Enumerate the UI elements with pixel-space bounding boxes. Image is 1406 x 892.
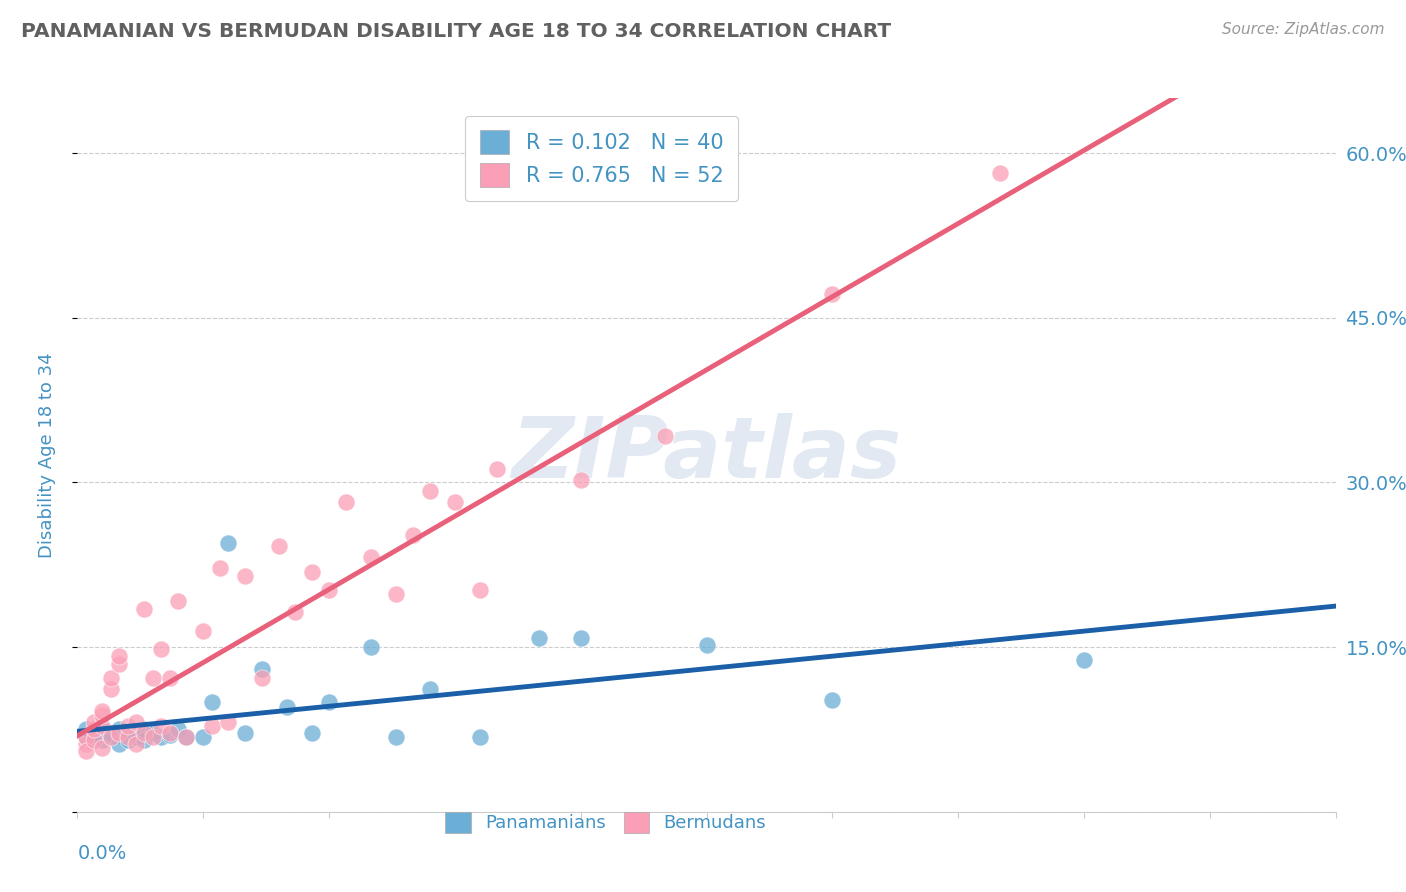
Point [91, 723, 114, 737]
Y-axis label: Disability Age 18 to 34: Disability Age 18 to 34 [38, 352, 56, 558]
Point [75, 730, 97, 744]
Point [75, 730, 97, 744]
Point [696, 638, 718, 652]
Point [208, 561, 231, 575]
Point [217, 714, 239, 729]
Point [125, 728, 148, 742]
Point [167, 594, 190, 608]
Point [444, 495, 467, 509]
Legend: Panamanians, Bermudans: Panamanians, Bermudans [436, 803, 775, 842]
Point [91, 728, 114, 742]
Point [150, 642, 173, 657]
Point [83, 725, 105, 739]
Text: 0.0%: 0.0% [77, 844, 127, 863]
Point [108, 648, 131, 663]
Point [654, 429, 676, 443]
Point [108, 737, 131, 751]
Point [108, 723, 131, 737]
Point [176, 730, 198, 744]
Point [191, 624, 215, 638]
Point [100, 725, 122, 739]
Point [159, 728, 181, 742]
Point [301, 725, 323, 739]
Point [91, 719, 114, 733]
Point [125, 714, 148, 729]
Point [134, 723, 156, 737]
Point [100, 681, 122, 696]
Point [988, 166, 1011, 180]
Text: PANAMANIAN VS BERMUDAN DISABILITY AGE 18 TO 34 CORRELATION CHART: PANAMANIAN VS BERMUDAN DISABILITY AGE 18… [21, 22, 891, 41]
Point [385, 730, 408, 744]
Point [217, 535, 239, 549]
Point [75, 744, 97, 758]
Point [150, 719, 173, 733]
Point [142, 730, 165, 744]
Point [385, 587, 408, 601]
Point [360, 640, 382, 654]
Point [821, 692, 844, 706]
Point [75, 723, 97, 737]
Point [142, 725, 165, 739]
Point [301, 566, 323, 580]
Point [91, 708, 114, 723]
Point [100, 730, 122, 744]
Point [233, 725, 256, 739]
Point [1073, 653, 1095, 667]
Point [276, 700, 298, 714]
Point [91, 733, 114, 747]
Point [91, 741, 114, 756]
Point [419, 681, 441, 696]
Point [125, 737, 148, 751]
Point [402, 528, 425, 542]
Point [191, 730, 215, 744]
Point [318, 695, 340, 709]
Point [250, 671, 273, 685]
Point [134, 725, 156, 739]
Point [335, 495, 357, 509]
Point [159, 671, 181, 685]
Point [83, 714, 105, 729]
Point [108, 728, 131, 742]
Point [176, 730, 198, 744]
Point [360, 549, 382, 564]
Point [284, 605, 307, 619]
Point [108, 657, 131, 671]
Point [200, 695, 222, 709]
Point [83, 733, 105, 747]
Point [117, 730, 139, 744]
Point [569, 632, 592, 646]
Point [117, 719, 139, 733]
Text: Source: ZipAtlas.com: Source: ZipAtlas.com [1222, 22, 1385, 37]
Point [318, 582, 340, 597]
Point [75, 737, 97, 751]
Point [100, 730, 122, 744]
Point [468, 730, 491, 744]
Point [134, 601, 156, 615]
Point [117, 733, 139, 747]
Point [134, 733, 156, 747]
Point [468, 582, 491, 597]
Point [125, 730, 148, 744]
Point [83, 733, 105, 747]
Point [167, 723, 190, 737]
Point [267, 539, 290, 553]
Point [150, 730, 173, 744]
Point [108, 725, 131, 739]
Point [419, 484, 441, 499]
Point [100, 671, 122, 685]
Point [200, 719, 222, 733]
Point [83, 723, 105, 737]
Point [233, 568, 256, 582]
Point [485, 462, 508, 476]
Point [821, 286, 844, 301]
Point [91, 704, 114, 718]
Text: ZIPatlas: ZIPatlas [512, 413, 901, 497]
Point [117, 725, 139, 739]
Point [569, 473, 592, 487]
Point [142, 671, 165, 685]
Point [527, 632, 550, 646]
Point [250, 662, 273, 676]
Point [159, 725, 181, 739]
